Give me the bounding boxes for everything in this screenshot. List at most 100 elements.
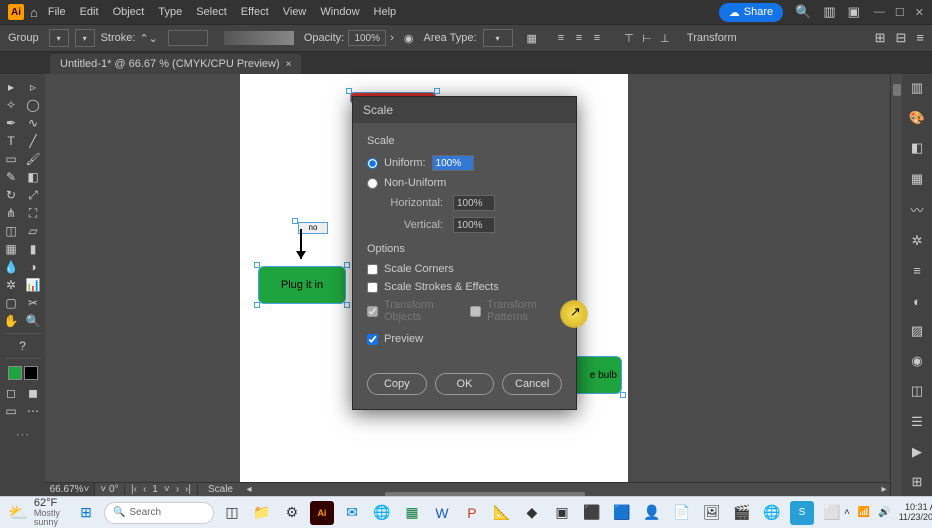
mesh-tool[interactable]: ▦ [0,240,22,258]
scale-corners-checkbox[interactable] [367,264,378,275]
preview-checkbox[interactable] [367,334,378,345]
eyedropper-tool[interactable]: 💧 [0,258,22,276]
weather-widget[interactable]: 62°F Mostly sunny [34,498,60,527]
explorer-icon[interactable]: 📁 [250,501,274,525]
width-tool[interactable]: ⋔ [0,204,22,222]
shape-builder-tool[interactable]: ◫ [0,222,22,240]
search-icon[interactable]: 🔍 [795,4,811,20]
app-icon-2[interactable]: ▣ [550,501,574,525]
graphic-styles-icon[interactable]: ◫ [908,383,926,399]
gradient-tool[interactable]: ▮ [22,240,44,258]
pen-tool[interactable]: ✒ [0,114,22,132]
properties-panel-icon[interactable]: ▥ [908,80,926,96]
app-icon-7[interactable]: 🖼 [700,501,724,525]
type-tool[interactable]: T [0,132,22,150]
menu-file[interactable]: File [48,6,66,18]
align-right-icon[interactable]: ≡ [591,32,603,44]
align-left-icon[interactable]: ≡ [555,32,567,44]
workspace-icon[interactable]: ▣ [848,4,860,20]
menu-edit[interactable]: Edit [80,6,99,18]
opacity-input[interactable] [348,30,386,46]
app-icon-4[interactable]: 🟦 [610,501,634,525]
maximize-icon[interactable]: ☐ [895,6,905,19]
scroll-left-icon[interactable]: ◂ [243,484,255,495]
transparency-panel-icon[interactable]: ▨ [908,323,926,339]
menu-effect[interactable]: Effect [241,6,269,18]
artboard-tool[interactable]: ▢ [0,294,22,312]
layers-panel-icon[interactable]: ☰ [908,414,926,430]
blend-tool[interactable]: ◑ [22,258,44,276]
tab-close-icon[interactable]: × [286,59,292,70]
hand-tool[interactable]: ✋ [0,312,22,330]
direct-selection-tool[interactable]: ▹ [22,78,44,96]
artboard-number[interactable]: 1 [152,484,158,495]
volume-icon[interactable]: 🔊 [878,507,890,518]
toggle-fill-stroke[interactable]: ? [0,337,45,355]
edit-toolbar[interactable]: ⋯ [22,402,44,420]
menu-window[interactable]: Window [320,6,359,18]
menu-select[interactable]: Select [196,6,227,18]
share-button[interactable]: ☁ Share [719,3,783,22]
menu-type[interactable]: Type [158,6,182,18]
uniform-radio[interactable] [367,158,378,169]
menu-view[interactable]: View [283,6,307,18]
app-icon-9[interactable]: ⬜ [820,501,844,525]
align-middle-icon[interactable]: ⊢ [641,32,653,44]
symbol-sprayer-tool[interactable]: ✲ [0,276,22,294]
prev-artboard-icon[interactable]: ‹ [143,484,146,495]
rotate-view[interactable]: ˅ 0° [95,484,125,495]
tray-chevron-icon[interactable]: ˄ [844,507,850,518]
wifi-icon[interactable]: 📶 [858,507,870,518]
copy-button[interactable]: Copy [367,373,427,395]
slice-tool[interactable]: ✂ [22,294,44,312]
snap-pixel-icon[interactable]: ⊞ [875,30,886,46]
stroke-panel-icon[interactable]: ≡ [908,263,926,279]
scale-strokes-checkbox[interactable] [367,282,378,293]
draw-mode-behind[interactable]: ◼ [22,384,44,402]
powerpoint-icon[interactable]: P [460,501,484,525]
arrange-icon[interactable]: ▥ [823,4,835,20]
app-icon-6[interactable]: 📄 [670,501,694,525]
curvature-tool[interactable]: ∿ [22,114,44,132]
menu-object[interactable]: Object [113,6,145,18]
chrome-icon[interactable]: 🌐 [370,501,394,525]
screen-mode[interactable]: ▭ [0,402,22,420]
paintbrush-tool[interactable]: 🖌 [22,150,44,168]
align-bottom-icon[interactable]: ⊥ [659,32,671,44]
rotate-tool[interactable]: ↻ [0,186,22,204]
weather-icon[interactable]: ⛅ [8,503,28,523]
color-panel-icon[interactable]: 🎨 [908,110,926,126]
prefs-icon[interactable]: ≡ [916,30,924,46]
word-icon[interactable]: W [430,501,454,525]
eraser-tool[interactable]: ◧ [22,168,44,186]
uniform-input[interactable] [432,155,474,171]
areatype-dropdown[interactable]: ▾ [483,29,513,47]
stroke-stepper[interactable]: ⌃⌄ [139,32,157,45]
fill-dropdown[interactable]: ▾ [49,29,69,47]
start-button[interactable]: ⊞ [74,501,98,525]
cancel-button[interactable]: Cancel [502,373,562,395]
next-artboard-icon[interactable]: › [176,484,179,495]
settings-icon[interactable]: ⚙ [280,501,304,525]
excel-icon[interactable]: ▦ [400,501,424,525]
first-artboard-icon[interactable]: |‹ [131,484,137,495]
perspective-tool[interactable]: ▱ [22,222,44,240]
transform-label[interactable]: Transform [687,32,737,44]
rectangle-tool[interactable]: ▭ [0,150,22,168]
selection-tool[interactable]: ▸ [0,78,22,96]
ok-button[interactable]: OK [435,373,495,395]
chrome-icon-2[interactable]: 🌐 [760,501,784,525]
taskbar-clock[interactable]: 10:31 AM 11/23/2022 [899,503,932,523]
appearance-panel-icon[interactable]: ◉ [908,353,926,369]
app-icon-8[interactable]: 🎬 [730,501,754,525]
lasso-tool[interactable]: ◯ [22,96,44,114]
home-icon[interactable]: ⌂ [30,5,38,20]
opacity-caret-icon[interactable]: › [390,32,394,44]
taskbar-search[interactable]: 🔍 Search [104,502,214,524]
graph-tool[interactable]: 📊 [22,276,44,294]
shaper-tool[interactable]: ✎ [0,168,22,186]
app-icon-1[interactable]: ◆ [520,501,544,525]
more-tools-icon[interactable]: ⋯ [16,426,30,443]
scale-tool[interactable]: ⤢ [22,186,44,204]
arrow-shape[interactable] [300,229,302,259]
